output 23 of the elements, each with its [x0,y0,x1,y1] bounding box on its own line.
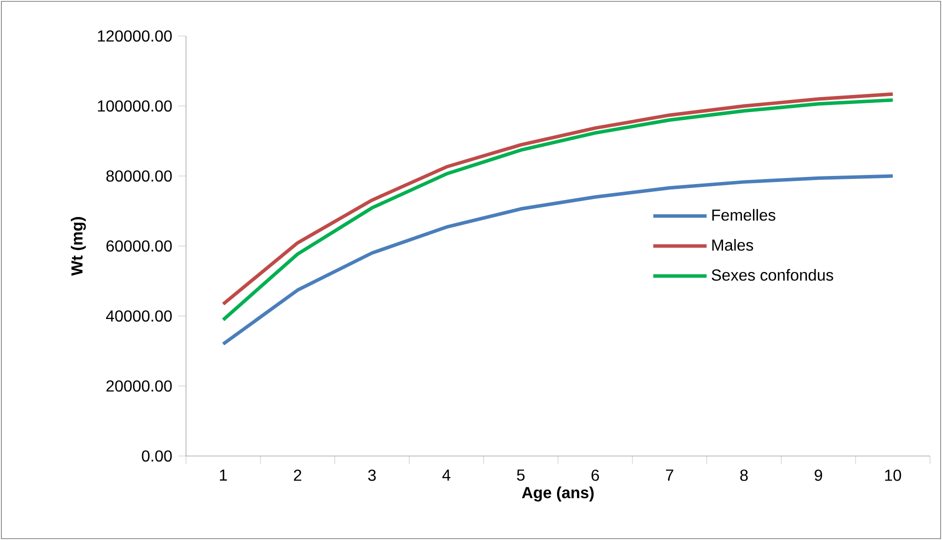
y-tick-label: 0.00 [142,450,172,462]
legend-label: Sexes confondus [712,269,834,281]
x-tick-label: 10 [885,470,902,481]
x-tick-label: 7 [666,470,674,481]
x-tick-label: 3 [368,470,376,481]
x-tick-label: 6 [592,470,599,481]
y-tick-label: 60000.00 [106,240,172,252]
y-tick-label: 120000.00 [98,30,172,42]
y-tick-label: 100000.00 [98,100,172,112]
line-series [221,174,895,346]
x-tick-label: 4 [442,470,450,481]
y-tick-label: 80000.00 [106,170,172,182]
x-tick-label: 2 [294,470,302,481]
x-axis-title: Age (ans) [522,486,594,502]
y-axis-title: Wt (mg) [70,217,86,276]
legend-label: Males [712,239,754,251]
y-tick-label: 20000.00 [106,380,172,392]
y-tick-label: 40000.00 [106,310,172,322]
legend-label: Femelles [712,209,776,221]
x-tick-label: 8 [740,470,748,481]
x-tick-label: 5 [517,470,525,481]
x-tick-label: 9 [814,470,822,481]
x-tick-label: 1 [220,470,227,481]
